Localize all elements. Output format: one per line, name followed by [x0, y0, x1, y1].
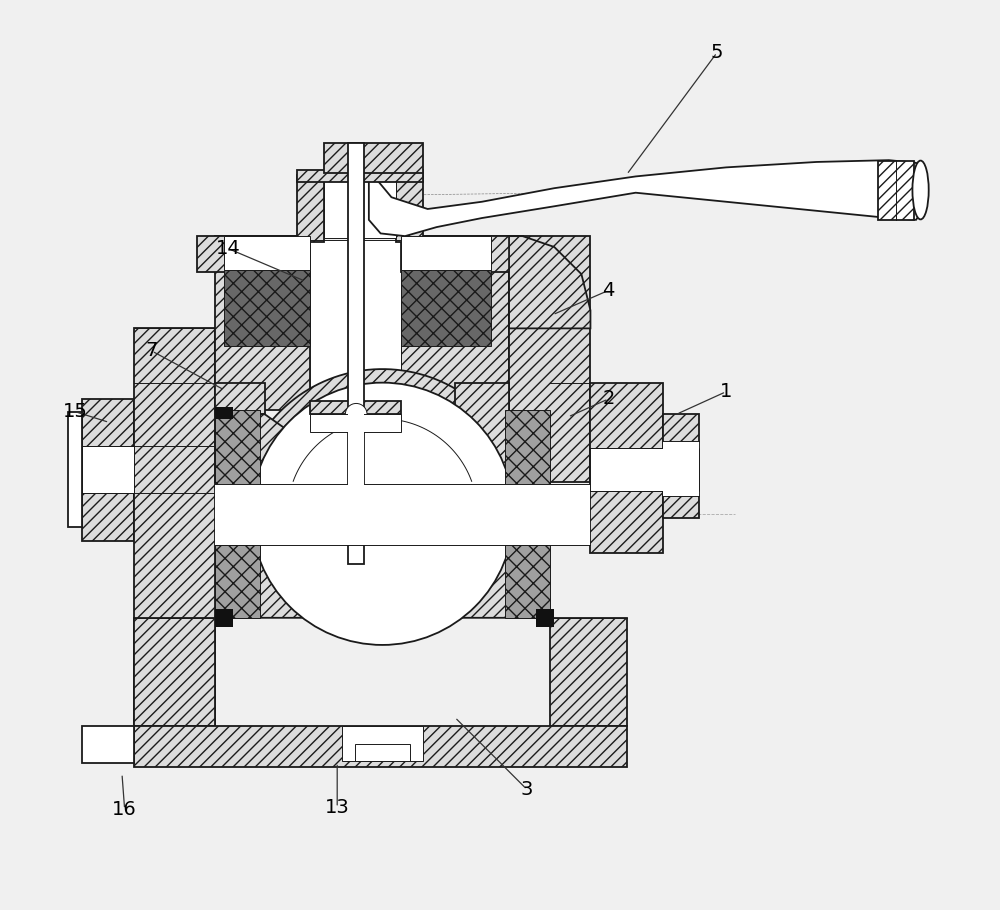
- Polygon shape: [310, 239, 401, 410]
- Polygon shape: [878, 161, 914, 220]
- Text: 1: 1: [720, 382, 732, 401]
- Polygon shape: [297, 170, 423, 182]
- Circle shape: [251, 382, 514, 645]
- Circle shape: [345, 403, 367, 425]
- Polygon shape: [369, 160, 923, 236]
- Polygon shape: [215, 410, 260, 484]
- Text: 15: 15: [62, 402, 87, 421]
- Ellipse shape: [912, 160, 929, 219]
- Text: 5: 5: [711, 43, 723, 62]
- Polygon shape: [663, 441, 699, 496]
- Polygon shape: [401, 269, 491, 347]
- Text: 14: 14: [216, 239, 241, 258]
- Polygon shape: [310, 414, 401, 432]
- Polygon shape: [297, 175, 324, 242]
- Polygon shape: [82, 399, 134, 541]
- Polygon shape: [342, 726, 423, 761]
- Polygon shape: [509, 236, 590, 329]
- Polygon shape: [590, 448, 699, 491]
- Polygon shape: [590, 382, 663, 552]
- Polygon shape: [505, 410, 550, 484]
- Polygon shape: [224, 236, 310, 269]
- Polygon shape: [215, 545, 260, 618]
- Polygon shape: [396, 175, 423, 242]
- Polygon shape: [215, 609, 233, 627]
- Polygon shape: [82, 446, 134, 493]
- Polygon shape: [134, 618, 215, 726]
- Text: 3: 3: [521, 780, 533, 799]
- Polygon shape: [215, 484, 590, 545]
- Polygon shape: [215, 369, 550, 618]
- Text: 7: 7: [146, 341, 158, 360]
- Polygon shape: [324, 143, 423, 173]
- Polygon shape: [401, 236, 523, 272]
- Polygon shape: [348, 143, 364, 563]
- Text: 13: 13: [325, 798, 350, 817]
- Polygon shape: [324, 175, 396, 238]
- Polygon shape: [348, 410, 364, 496]
- Text: 4: 4: [602, 281, 615, 300]
- Polygon shape: [68, 411, 82, 528]
- Polygon shape: [509, 236, 590, 329]
- Polygon shape: [536, 609, 554, 627]
- Polygon shape: [509, 329, 590, 482]
- Polygon shape: [215, 236, 310, 410]
- Polygon shape: [550, 618, 627, 726]
- Text: 2: 2: [602, 389, 615, 409]
- Polygon shape: [215, 407, 233, 419]
- Polygon shape: [401, 236, 509, 410]
- Polygon shape: [215, 382, 265, 414]
- Polygon shape: [505, 545, 550, 618]
- Polygon shape: [197, 236, 310, 272]
- Text: 16: 16: [112, 800, 137, 819]
- Polygon shape: [663, 414, 699, 519]
- Polygon shape: [134, 726, 627, 767]
- Polygon shape: [401, 236, 491, 269]
- Polygon shape: [82, 726, 134, 763]
- Polygon shape: [224, 269, 310, 347]
- Polygon shape: [134, 329, 215, 744]
- Polygon shape: [310, 400, 401, 414]
- Polygon shape: [355, 744, 410, 761]
- Polygon shape: [401, 382, 509, 482]
- Polygon shape: [215, 414, 310, 482]
